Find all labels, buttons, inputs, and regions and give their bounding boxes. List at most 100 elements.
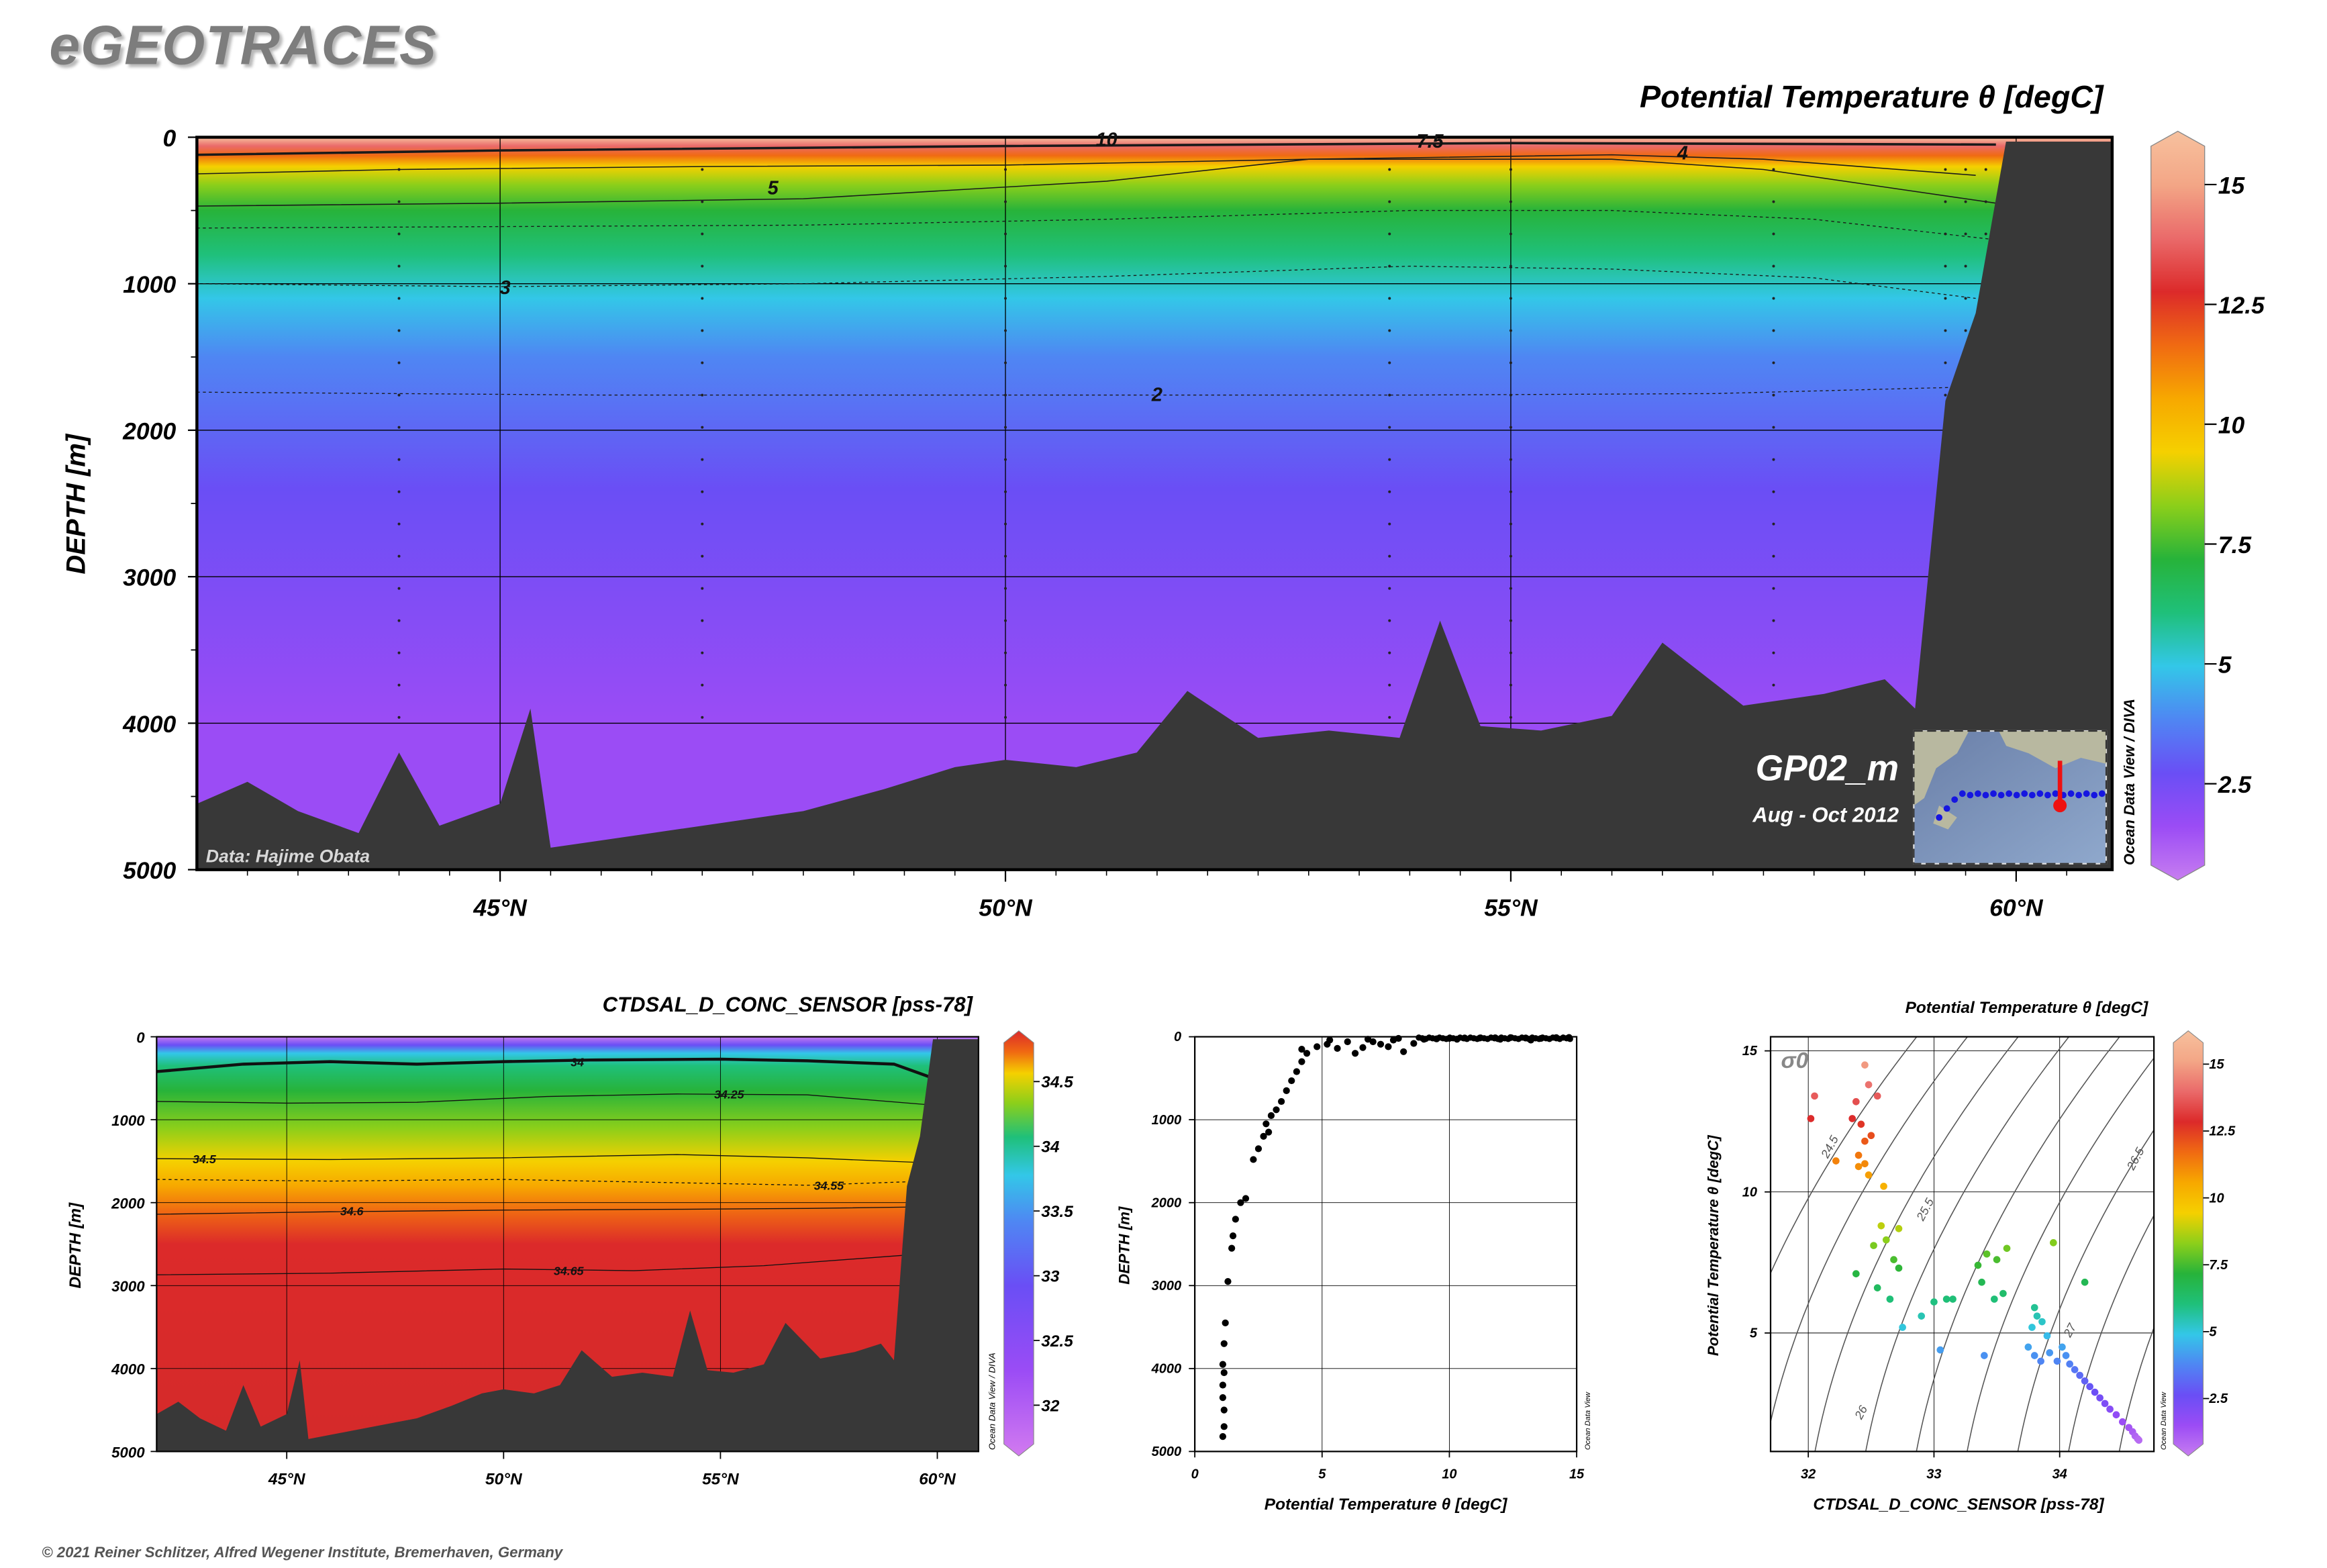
data-point xyxy=(2037,1357,2044,1365)
x-tick-label: 5 xyxy=(1318,1467,1326,1481)
inset-station-dot xyxy=(2075,791,2083,799)
main-chart-title: Potential Temperature θ [degC] xyxy=(1640,79,2104,114)
data-point xyxy=(1326,1036,1334,1044)
sample-dot xyxy=(1964,264,1967,268)
data-point xyxy=(1832,1157,1840,1165)
data-point xyxy=(1993,1256,2001,1263)
colorbar-tick-label: 33 xyxy=(1041,1267,1060,1285)
inset-station-dot xyxy=(1936,814,1943,821)
sample-dot xyxy=(1964,232,1967,236)
sample-dot xyxy=(1388,232,1391,236)
data-point xyxy=(2101,1400,2109,1408)
sample-dot xyxy=(701,683,704,687)
y-tick-label: 3000 xyxy=(123,565,176,591)
data-point xyxy=(1865,1081,1873,1089)
data-point xyxy=(1936,1346,1944,1354)
data-point xyxy=(1224,1277,1232,1285)
sample-dot xyxy=(397,297,401,300)
sample-dot xyxy=(1964,200,1967,203)
sample-dot xyxy=(701,426,704,429)
data-point xyxy=(2091,1388,2099,1396)
data-point xyxy=(1886,1295,1894,1303)
contour-line xyxy=(156,1253,920,1275)
contour-line xyxy=(156,1093,929,1106)
sample-dot xyxy=(1004,297,1007,300)
y-tick-label: 2000 xyxy=(111,1195,145,1212)
data-point xyxy=(1861,1137,1869,1145)
contour-line xyxy=(156,1179,929,1186)
inset-station-dot xyxy=(2006,790,2013,797)
y-tick-label: 2000 xyxy=(122,418,176,444)
x-tick-label: 10 xyxy=(1442,1467,1456,1481)
colorbar-tick-label: 5 xyxy=(2209,1325,2217,1340)
sample-dot xyxy=(1509,200,1512,203)
sample-dot xyxy=(397,329,401,332)
ts-y-axis-label: Potential Temperature θ [degC] xyxy=(1705,1135,1722,1356)
data-point xyxy=(1250,1156,1257,1163)
sample-dot xyxy=(701,200,704,203)
sample-dot xyxy=(1964,168,1967,171)
contour-line xyxy=(156,1206,929,1215)
contour-label: 34 xyxy=(571,1055,584,1069)
sample-dot xyxy=(1388,393,1391,397)
sample-dot xyxy=(397,554,401,558)
data-point xyxy=(1288,1077,1295,1085)
sample-dot xyxy=(397,458,401,461)
data-point xyxy=(1895,1264,1903,1272)
sample-dot xyxy=(397,200,401,203)
data-point xyxy=(1981,1352,1988,1359)
data-point xyxy=(1918,1312,1926,1320)
x-tick-label: 55°N xyxy=(702,1470,740,1488)
data-point xyxy=(1242,1195,1250,1202)
inset-station-dot xyxy=(1997,791,2005,799)
sample-dot xyxy=(1509,361,1512,364)
data-point xyxy=(1852,1097,1860,1106)
data-point xyxy=(1877,1222,1885,1230)
data-point xyxy=(1983,1250,1991,1258)
isopycnal-line xyxy=(1916,1036,2121,1452)
data-point xyxy=(2046,1349,2054,1357)
sample-dot xyxy=(1772,232,1775,236)
colorbar-tick-label: 33.5 xyxy=(1041,1203,1073,1221)
sample-dot xyxy=(1509,297,1512,300)
data-point xyxy=(1228,1244,1236,1252)
inset-station-dot xyxy=(2021,790,2028,797)
ts-chart-title: Potential Temperature θ [degC] xyxy=(1905,999,2149,1017)
sample-dot xyxy=(701,554,704,558)
y-tick-label: 5000 xyxy=(123,857,176,884)
inset-station-dot xyxy=(1959,790,1966,797)
contour-line xyxy=(197,265,1976,299)
sample-dot xyxy=(1004,329,1007,332)
contour-line xyxy=(197,385,1996,396)
isopycnal-line xyxy=(1770,1036,1969,1424)
x-tick-label: 34 xyxy=(2052,1467,2067,1481)
ts-diagram-chart: 24.5 25.5 26 26.5 27 σ0 5 10 15 32 33 34 Potential T… xyxy=(1705,999,2236,1514)
inset-station-dot xyxy=(2028,791,2036,799)
odv-watermark: Ocean Data View xyxy=(2160,1391,2168,1450)
cruise-date-range: Aug - Oct 2012 xyxy=(1752,803,1899,827)
data-point xyxy=(1254,1145,1262,1153)
colorbar-tick-label: 32.5 xyxy=(1041,1332,1073,1351)
sample-dot xyxy=(1388,329,1391,332)
sample-dot xyxy=(1944,329,1947,332)
y-tick-label: 5000 xyxy=(111,1444,145,1461)
inset-station-dot xyxy=(2036,790,2044,797)
y-tick-label: 15 xyxy=(1742,1044,1758,1059)
sample-dot xyxy=(1772,554,1775,558)
isopycnal-label: 27 xyxy=(2061,1320,2079,1340)
sample-dot xyxy=(701,393,704,397)
data-point xyxy=(1265,1128,1273,1136)
contour-label: 10 xyxy=(1096,130,1118,151)
inset-station-dot xyxy=(2091,791,2098,799)
inset-station-dot xyxy=(1982,791,1989,799)
contour-label: 7.5 xyxy=(1416,131,1444,152)
contour-label: 34.6 xyxy=(340,1205,364,1218)
data-point xyxy=(1852,1270,1860,1277)
data-point xyxy=(1978,1278,1985,1286)
data-point xyxy=(2050,1239,2057,1246)
inset-station-dot xyxy=(1975,790,1981,797)
data-point xyxy=(2118,1418,2126,1426)
sample-dot xyxy=(701,716,704,719)
data-point xyxy=(2043,1332,2051,1340)
sample-dot xyxy=(1509,426,1512,429)
